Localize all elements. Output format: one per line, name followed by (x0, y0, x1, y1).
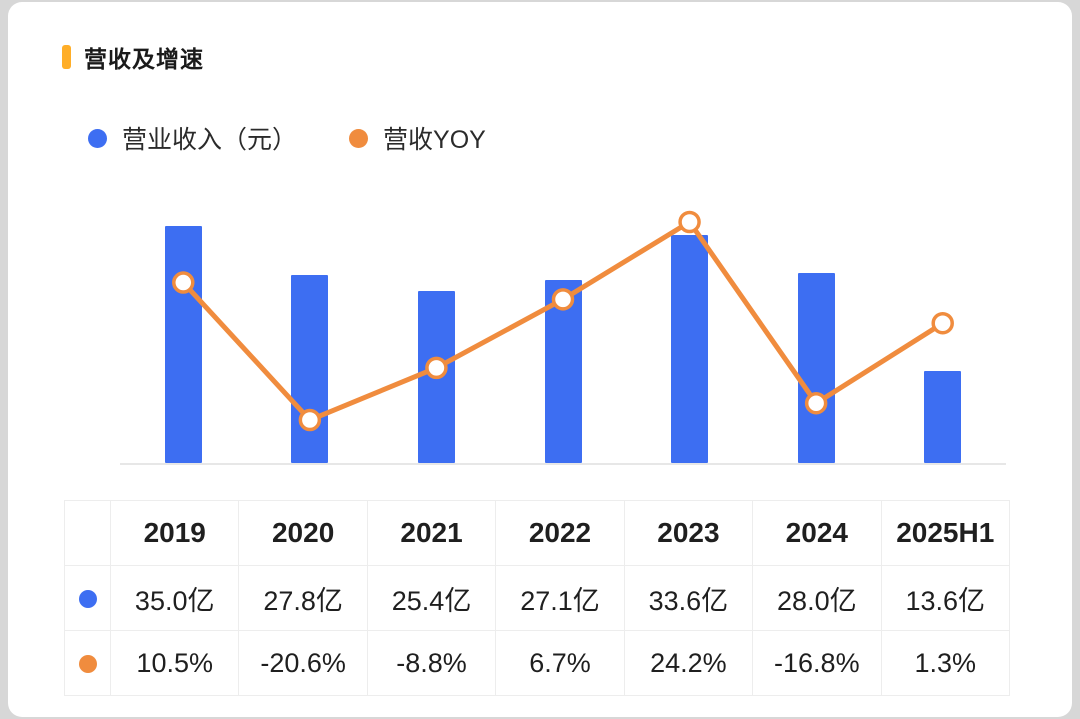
revenue-legend-dot-icon (88, 128, 107, 148)
revenue-bar-2023 (671, 235, 709, 463)
table-cell-2020-yoy: -20.6% (238, 630, 368, 696)
table-cell-2019-yoy: 10.5% (109, 630, 240, 696)
table-cell-2022-yoy: 6.7% (495, 630, 625, 696)
table-header-2024: 2024 (752, 500, 882, 566)
yoy-marker-2024 (804, 391, 828, 415)
table-cell-2023-revenue: 33.6亿 (623, 565, 754, 631)
table-header-2021: 2021 (366, 500, 497, 566)
table-cell-2025H1-revenue: 13.6亿 (880, 565, 1011, 631)
row-marker-cell (64, 630, 111, 696)
table-cell-2024-revenue: 28.0亿 (752, 565, 882, 631)
table-header-row: 2019 2020 2021 2022 2023 2024 2025H1 (64, 500, 1011, 566)
chart-legend: 营业收入（元） 营收YOY (88, 120, 486, 156)
legend-label-revenue: 营业收入（元） (122, 126, 298, 154)
table-cell-2021-revenue: 25.4亿 (366, 565, 497, 631)
yoy-marker-2023 (678, 210, 701, 234)
table-row: 10.5% -20.6% -8.8% 6.7% 24.2% -16.8% 1.3% (64, 630, 1011, 696)
yoy-line (180, 219, 946, 423)
table-cell-2021-yoy: -8.8% (366, 630, 497, 696)
revenue-bar-2024 (797, 273, 835, 463)
yoy-marker-2025H1 (931, 311, 954, 335)
table-cell-2019-revenue: 35.0亿 (109, 565, 240, 631)
yoy-marker-2020 (298, 408, 322, 432)
title-accent-bar (62, 45, 71, 69)
table-corner-cell (64, 500, 111, 566)
table-cell-2025H1-yoy: 1.3% (880, 630, 1011, 696)
table-cell-2024-yoy: -16.8% (752, 630, 882, 696)
row-marker-cell (64, 565, 111, 631)
revenue-bar-2025H1 (924, 370, 962, 463)
table-cell-2022-revenue: 27.1亿 (495, 565, 625, 631)
yoy-legend-dot-icon (349, 128, 369, 148)
table-header-2022: 2022 (495, 500, 625, 566)
legend-item-yoy: 营收YOY (349, 120, 486, 156)
chart-plot (120, 200, 1006, 465)
table-row: 35.0亿 27.8亿 25.4亿 27.1亿 33.6亿 28.0亿 13.6亿 (64, 565, 1011, 631)
yoy-marker-2019 (172, 271, 195, 294)
yoy-line-layer (172, 210, 954, 432)
legend-label-yoy: 营收YOY (383, 126, 486, 154)
table-cell-2020-revenue: 27.8亿 (238, 565, 368, 631)
revenue-bar-2020 (291, 274, 329, 463)
revenue-series-dot-icon (78, 590, 97, 609)
table-header-2019: 2019 (109, 500, 240, 566)
table-body: 35.0亿 27.8亿 25.4亿 27.1亿 33.6亿 28.0亿 13.6亿 10.5%… (64, 565, 1011, 696)
data-table: 2019 2020 2021 2022 2023 2024 2025H1 35.0亿 27.8… (64, 500, 1011, 696)
legend-item-revenue: 营业收入（元） (88, 120, 297, 156)
table-header-2025H1: 2025H1 (880, 500, 1011, 566)
yoy-marker-2021 (425, 356, 448, 380)
yoy-marker-2022 (551, 288, 575, 311)
page-title: 营收及增速 (84, 46, 204, 72)
section-header: 营收及增速 (62, 40, 204, 74)
table-cell-2023-yoy: 24.2% (623, 630, 754, 696)
table-header-2020: 2020 (238, 500, 368, 566)
table-header-2023: 2023 (623, 500, 754, 566)
yoy-series-dot-icon (78, 655, 97, 674)
revenue-bar-2019 (164, 226, 202, 463)
